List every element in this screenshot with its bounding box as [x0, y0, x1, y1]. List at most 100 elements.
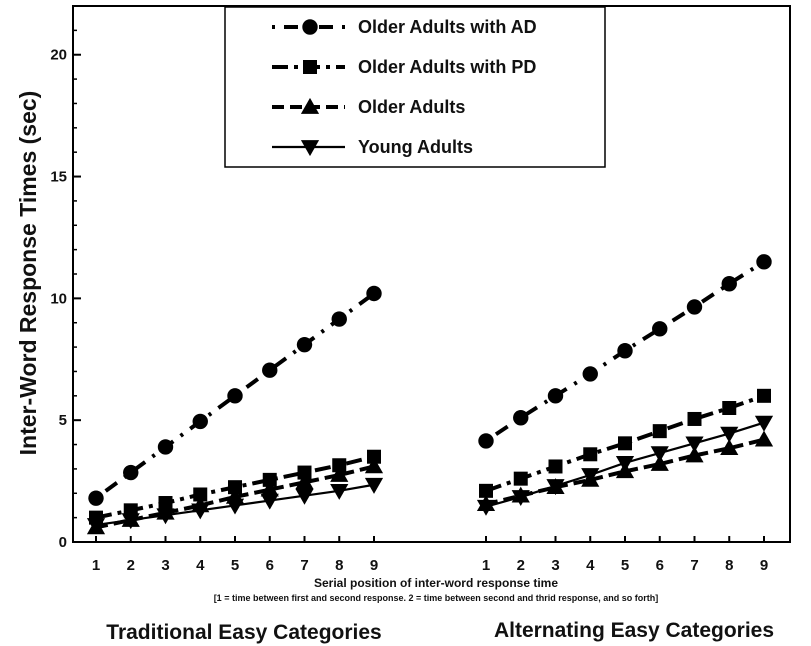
group-label-traditional: Traditional Easy Categories [106, 621, 381, 644]
y-tick-label: 0 [59, 534, 67, 551]
x-tick-label: 1 [92, 557, 100, 574]
legend-label: Young Adults [358, 137, 473, 157]
x-tick-label: 2 [517, 557, 525, 574]
series-point [331, 311, 347, 327]
y-tick-label: 5 [59, 412, 67, 429]
series-point [754, 415, 774, 432]
series-point [121, 513, 140, 530]
legend-label: Older Adults with PD [358, 57, 536, 77]
series-point [157, 439, 174, 455]
x-tick-label: 8 [335, 557, 343, 574]
series-point [479, 483, 493, 498]
series-point [123, 464, 139, 481]
series-point [617, 343, 633, 359]
series-group-0 [86, 285, 384, 535]
x-tick-label: 2 [127, 557, 135, 574]
series-point [330, 484, 349, 500]
series-point [367, 449, 381, 464]
series-point [88, 490, 104, 506]
x-axis-note: [1 = time between first and second respo… [214, 593, 659, 603]
series-layer [86, 254, 774, 535]
series-point [193, 487, 208, 502]
x-tick-label: 1 [482, 557, 490, 574]
legend-item: Young Adults [272, 137, 473, 157]
series-point [754, 430, 774, 447]
series-point [262, 362, 278, 378]
legend-item: Older Adults with AD [272, 17, 537, 37]
legend-item: Older Adults [272, 97, 465, 117]
series-point [685, 436, 704, 453]
x-tick-label: 5 [621, 557, 629, 574]
series-point [583, 447, 598, 462]
series-point [478, 433, 494, 449]
x-tick-label: 9 [370, 557, 378, 574]
series-point [757, 388, 771, 403]
y-axis-title: Inter-Word Response Times (sec) [15, 91, 41, 456]
legend-label: Older Adults with AD [358, 17, 537, 37]
series-point [511, 490, 530, 507]
legend-item: Older Adults with PD [272, 57, 536, 77]
legend-marker [300, 97, 320, 114]
series-point [618, 436, 632, 451]
series-point [650, 454, 669, 471]
x-axis: 1 2 3 4 5 6 7 8 9 1 2 3 4 5 6 7 8 9 [92, 536, 768, 574]
series-point [295, 488, 314, 505]
y-tick-label: 15 [50, 169, 67, 186]
y-axis: 0 5 10 15 20 [50, 29, 81, 551]
series-point [262, 472, 277, 487]
series-point [720, 439, 739, 456]
series-point [332, 458, 347, 473]
series-point [192, 413, 208, 430]
series-point [227, 388, 243, 404]
series-point [581, 468, 600, 485]
legend-box [224, 6, 606, 168]
series-point [86, 518, 106, 535]
legend-marker [303, 60, 317, 74]
x-tick-label: 3 [161, 557, 169, 574]
x-tick-label: 7 [300, 557, 308, 574]
x-tick-label: 6 [656, 557, 664, 574]
series-point [547, 388, 564, 404]
series-point [297, 465, 312, 480]
series-point [548, 459, 563, 474]
x-tick-label: 3 [551, 557, 559, 574]
x-tick-label: 9 [760, 557, 768, 574]
group-label-alternating: Alternating Easy Categories [494, 619, 774, 642]
series-point [364, 477, 384, 494]
legend-marker [300, 140, 320, 157]
series-point [158, 496, 173, 511]
series-point [513, 410, 529, 426]
series-point [721, 276, 737, 292]
series-point [330, 465, 349, 482]
series-point [582, 366, 598, 382]
legend: Older Adults with AD Older Adults with PD… [224, 6, 606, 168]
legend-label: Older Adults [358, 97, 465, 117]
series-point [652, 424, 667, 439]
series-point [228, 480, 242, 495]
series-point [687, 411, 702, 426]
x-tick-label: 8 [725, 557, 733, 574]
series-point [260, 493, 279, 510]
y-tick-label: 20 [50, 47, 67, 64]
series-point [615, 455, 635, 472]
x-axis-title: Serial position of inter-word response t… [314, 576, 558, 590]
series-point [295, 473, 314, 490]
legend-marker [302, 19, 318, 35]
series-point [756, 254, 772, 270]
series-point [366, 285, 382, 302]
series-point [650, 446, 669, 463]
series-point [686, 299, 703, 315]
series-point [546, 479, 565, 496]
series-point [722, 401, 737, 415]
series-group-1 [476, 254, 774, 516]
series-point [364, 457, 384, 474]
x-tick-label: 4 [196, 557, 205, 574]
series-point [260, 480, 279, 497]
x-tick-label: 5 [231, 557, 239, 574]
x-tick-label: 4 [586, 557, 595, 574]
series-point [296, 336, 313, 353]
series-point [685, 446, 704, 463]
x-tick-label: 6 [266, 557, 274, 574]
series-point [720, 426, 739, 443]
